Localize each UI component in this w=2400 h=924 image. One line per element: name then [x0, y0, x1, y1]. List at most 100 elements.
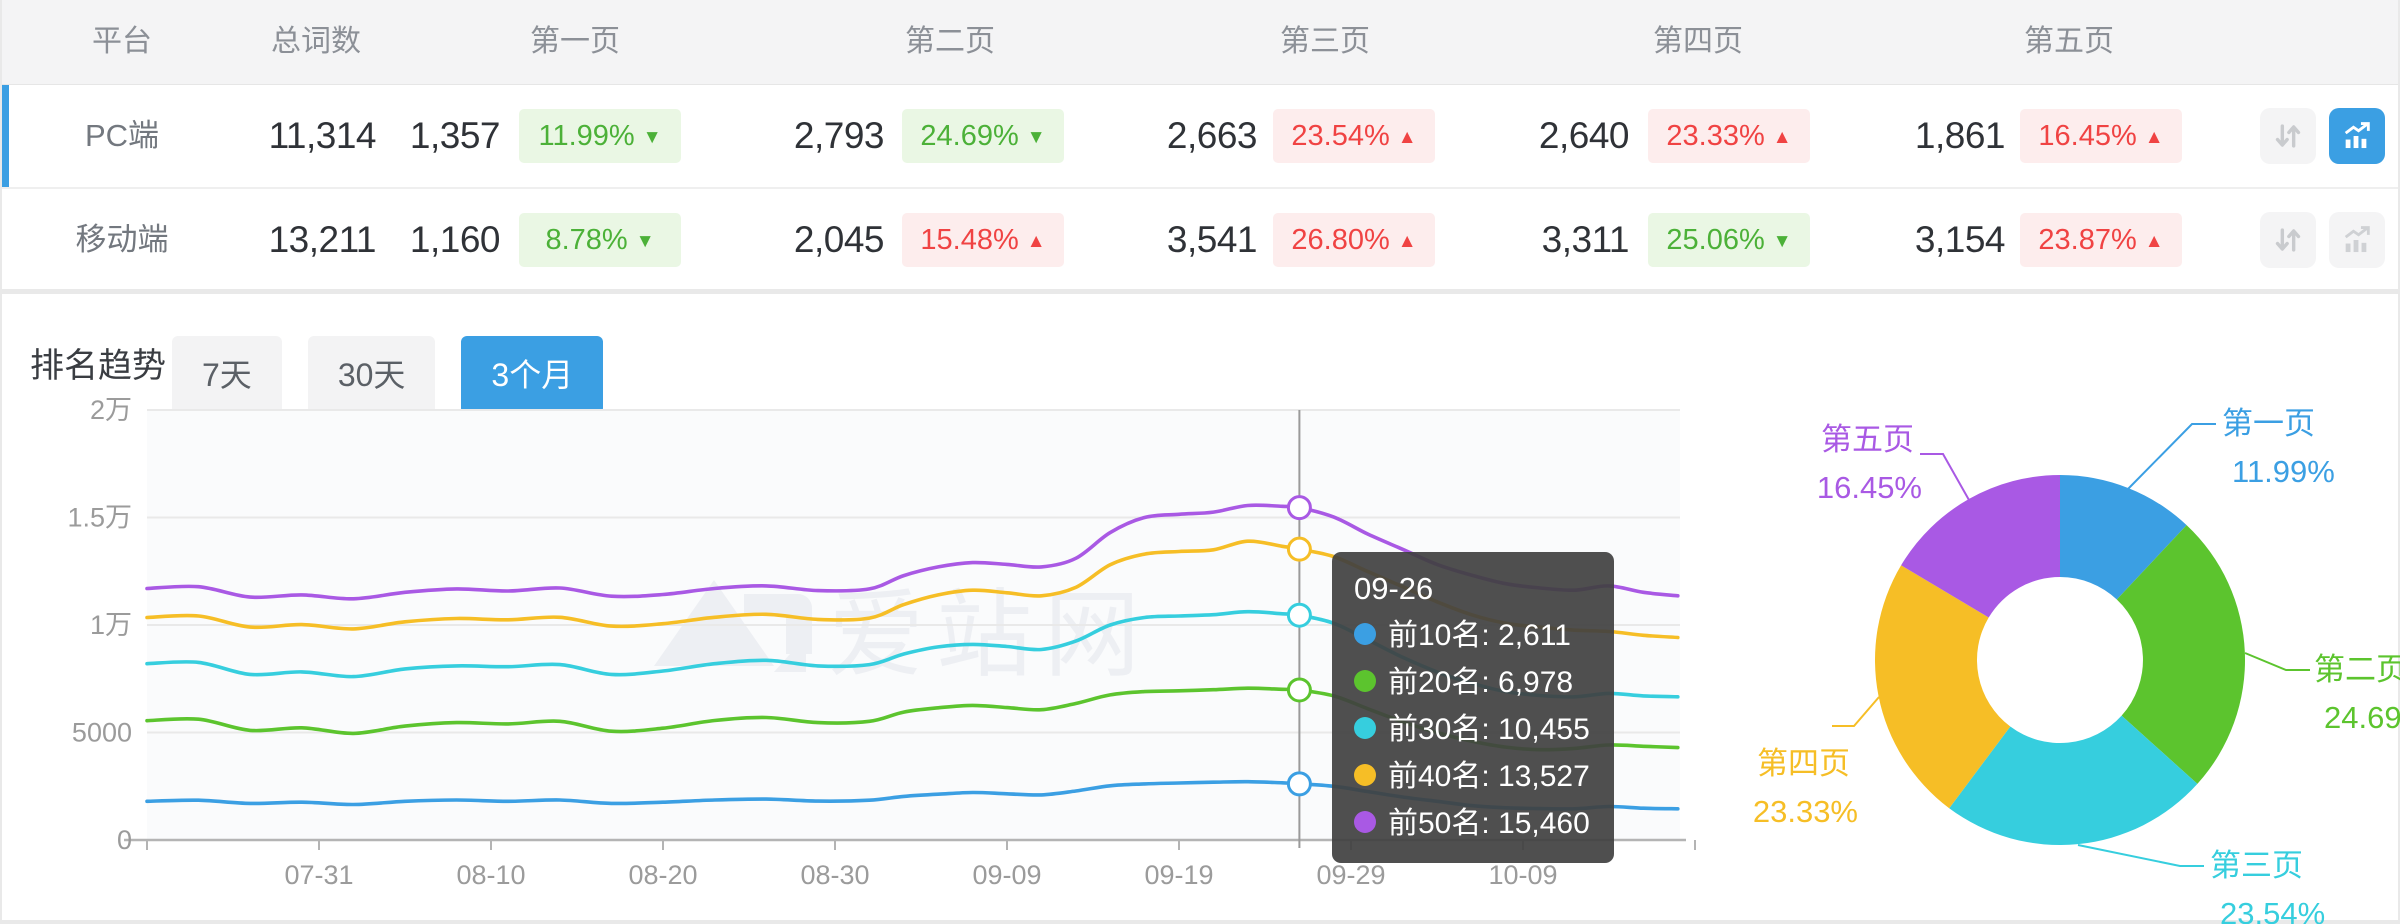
triangle-down-icon: ▼: [642, 127, 662, 148]
page3-change-badge: 26.80% ▲: [1273, 213, 1435, 267]
triangle-up-icon: ▲: [2144, 127, 2164, 148]
selected-row-indicator: [2, 85, 9, 187]
donut-label-leader-line: [1920, 453, 1970, 501]
x-axis-label: 10-09: [1488, 860, 1557, 890]
triangle-down-icon: ▼: [1772, 231, 1792, 252]
highlight-marker-前10名: [1286, 771, 1312, 797]
trend-section-title: 排名趋势: [30, 347, 166, 385]
donut-slice-第三页[interactable]: [1949, 715, 2198, 846]
x-axis-label: 08-10: [456, 860, 525, 890]
y-axis-label: 0: [117, 825, 132, 855]
page3-count: 2,663: [1166, 115, 1258, 156]
page4-count: 2,640: [1538, 115, 1630, 156]
page5-count: 1,861: [1914, 115, 2006, 156]
trend-chart-icon: [2344, 226, 2370, 253]
donut-slice-第二页[interactable]: [2116, 525, 2246, 784]
x-axis-label: 09-19: [1144, 860, 1213, 890]
page1-count: 1,357: [409, 115, 501, 156]
x-axis-label: 07-31: [284, 860, 353, 890]
col-header-total: 总词数: [271, 25, 361, 58]
sort-arrows-icon: [2275, 228, 2301, 252]
tab-range-1[interactable]: 30天: [307, 336, 436, 414]
donut-label-percent: 11.99%: [2232, 454, 2335, 489]
compare-sort-button[interactable]: [2260, 108, 2316, 164]
table-row-mobile[interactable]: 移动端 13,211 1,160 8.78% ▼ 2,045 15.48% ▲ 3,541 26.…: [2, 189, 2398, 291]
platform-label: 移动端: [75, 222, 169, 257]
page3-change-badge: 23.54% ▲: [1273, 109, 1435, 163]
triangle-up-icon: ▲: [1397, 231, 1417, 252]
triangle-up-icon: ▲: [1772, 127, 1792, 148]
y-axis-label: 5000: [72, 718, 132, 748]
page2-change-badge: 15.48% ▲: [902, 213, 1064, 267]
show-trend-chart-button[interactable]: [2329, 108, 2385, 164]
ranking-summary-table: 平台 总词数 第一页 第二页 第三页 第四页 第五页 PC端 11,314 1,35…: [2, 0, 2398, 289]
y-axis-label: 1.5万: [67, 503, 132, 533]
highlight-marker-前40名: [1286, 536, 1312, 562]
page1-count: 1,160: [409, 219, 501, 260]
compare-sort-button[interactable]: [2260, 212, 2316, 268]
donut-label-percent: 16.45%: [1817, 470, 1922, 505]
table-header-row: 平台 总词数 第一页 第二页 第三页 第四页 第五页: [2, 0, 2398, 85]
line-chart-hover-area[interactable]: [147, 410, 1680, 840]
triangle-down-icon: ▼: [1026, 127, 1046, 148]
col-header-page5: 第五页: [2024, 25, 2114, 58]
donut-label-name: 第一页: [2222, 406, 2315, 441]
page5-change-badge: 16.45% ▲: [2020, 109, 2182, 163]
donut-label-leader-line: [2077, 844, 2204, 867]
platform-label: PC端: [84, 118, 160, 153]
triangle-up-icon: ▲: [1397, 127, 1417, 148]
trend-chart-icon: [2344, 122, 2370, 149]
page1-change-badge: 11.99% ▼: [519, 109, 681, 163]
donut-label-percent: 23.33%: [1753, 794, 1858, 829]
page5-change-badge: 23.87% ▲: [2020, 213, 2182, 267]
donut-slice-第四页[interactable]: [1874, 565, 2011, 809]
page4-change-badge: 25.06% ▼: [1648, 213, 1810, 267]
donut-slice-第五页[interactable]: [1901, 475, 2060, 618]
triangle-down-icon: ▼: [635, 231, 655, 252]
donut-label-name: 第二页: [2314, 652, 2400, 687]
col-header-page1: 第一页: [530, 25, 620, 58]
col-header-page3: 第三页: [1280, 25, 1370, 58]
x-axis-label: 09-29: [1316, 860, 1385, 890]
highlight-marker-前30名: [1286, 602, 1312, 628]
page4-count: 3,311: [1541, 219, 1630, 260]
tab-range-2[interactable]: 3个月: [461, 336, 604, 414]
donut-label-leader-line: [2127, 423, 2216, 490]
page5-count: 3,154: [1914, 219, 2006, 260]
triangle-up-icon: ▲: [2144, 231, 2164, 252]
donut-label-name: 第五页: [1821, 422, 1914, 457]
page2-count: 2,793: [793, 115, 885, 156]
donut-label-percent: 24.69%: [2324, 700, 2400, 735]
page2-change-badge: 24.69% ▼: [902, 109, 1064, 163]
trend-range-tabs: 7天 30天 3个月: [172, 336, 629, 414]
donut-slice-第一页[interactable]: [2060, 475, 2187, 600]
x-axis-label: 08-20: [628, 860, 697, 890]
sort-arrows-icon: [2275, 124, 2301, 148]
page4-change-badge: 23.33% ▲: [1648, 109, 1810, 163]
donut-label-name: 第四页: [1757, 746, 1850, 781]
total-keywords-value: 13,211: [268, 219, 377, 260]
tab-range-0[interactable]: 7天: [172, 336, 282, 414]
col-header-page4: 第四页: [1653, 25, 1743, 58]
donut-label-percent: 23.54%: [2220, 896, 2325, 924]
highlight-marker-前50名: [1286, 495, 1312, 521]
page3-count: 3,541: [1166, 219, 1258, 260]
table-row-pc[interactable]: PC端 11,314 1,357 11.99% ▼ 2,793 24.69% ▼ 2,663 23…: [2, 85, 2398, 189]
y-axis-label: 1万: [90, 610, 132, 640]
rank-trend-line-chart[interactable]: 爱站网050001万1.5万2万07-3108-1008-2008-3009-0…: [2, 294, 1802, 920]
y-axis-label: 2万: [90, 395, 132, 425]
col-header-page2: 第二页: [905, 25, 995, 58]
page1-change-badge: 8.78% ▼: [519, 213, 681, 267]
triangle-up-icon: ▲: [1026, 231, 1046, 252]
x-axis-label: 09-09: [972, 860, 1041, 890]
donut-label-name: 第三页: [2210, 848, 2303, 883]
page2-count: 2,045: [793, 219, 885, 260]
show-trend-chart-button[interactable]: [2329, 212, 2385, 268]
x-axis-label: 08-30: [800, 860, 869, 890]
donut-label-leader-line: [1832, 696, 1880, 727]
total-keywords-value: 11,314: [268, 115, 377, 156]
page-share-donut-chart[interactable]: 第一页 11.99% 第二页 24.69% 第三页 23.54% 第四页 23.33% 第五页 1…: [1702, 294, 2400, 924]
col-header-platform: 平台: [92, 25, 152, 58]
donut-label-leader-line: [2244, 652, 2310, 671]
